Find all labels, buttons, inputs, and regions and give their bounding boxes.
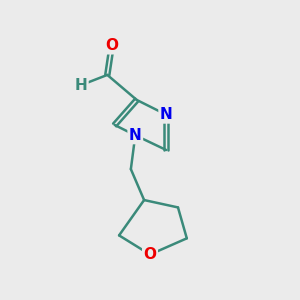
Text: O: O xyxy=(105,38,118,53)
Text: O: O xyxy=(143,247,157,262)
Text: H: H xyxy=(74,78,87,93)
Text: N: N xyxy=(160,107,172,122)
Text: N: N xyxy=(129,128,142,143)
